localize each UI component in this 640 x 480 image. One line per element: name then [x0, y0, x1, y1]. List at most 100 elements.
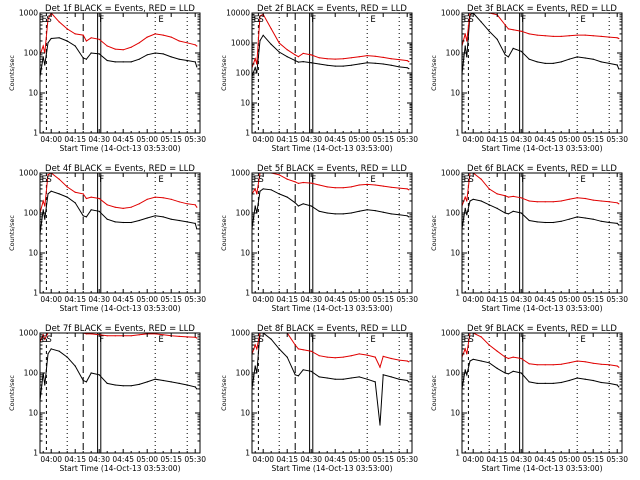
lld-point — [326, 58, 328, 60]
y-tick-label: 10 — [28, 249, 38, 258]
lld-point — [326, 356, 328, 358]
events-point — [334, 65, 336, 67]
lld-point — [520, 197, 522, 199]
x-tick-label: 05:00 — [136, 455, 158, 464]
events-point — [196, 66, 198, 68]
events-point — [106, 59, 108, 62]
lld-point — [568, 198, 570, 200]
events-point — [507, 213, 509, 215]
event-marker-f: F — [99, 175, 104, 185]
x-axis-label: Start Time (14-Oct-13 03:53:00) — [59, 144, 180, 153]
lld-point — [90, 37, 92, 39]
events-point — [318, 376, 320, 378]
y-tick-label: 100 — [236, 369, 251, 378]
lld-point — [464, 348, 466, 350]
events-point — [186, 221, 188, 223]
events-point — [50, 348, 52, 350]
x-tick-label: 04:00 — [40, 295, 62, 304]
lld-point — [398, 359, 400, 361]
event-marker-e: E — [42, 335, 47, 345]
x-tick-label: 05:30 — [396, 295, 418, 304]
events-point — [178, 382, 180, 384]
x-axis-label: Start Time (14-Oct-13 03:53:00) — [59, 304, 180, 313]
x-tick-label: 04:45 — [324, 295, 346, 304]
lld-point — [512, 356, 514, 358]
y-tick-label: 1 — [33, 289, 38, 298]
events-point — [50, 190, 52, 192]
lld-point — [379, 366, 381, 368]
events-point — [350, 377, 352, 379]
events-point — [154, 52, 156, 54]
y-tick-label: 1 — [455, 129, 460, 138]
y-tick-label: 10 — [28, 89, 38, 98]
events-point — [82, 57, 84, 59]
x-tick-label: 04:15 — [276, 455, 298, 464]
lld-point — [560, 363, 562, 365]
event-marker-f: F — [311, 335, 316, 345]
lld-point — [310, 182, 312, 184]
x-tick-label: 04:45 — [324, 455, 346, 464]
lld-point — [528, 33, 530, 35]
events-point — [618, 68, 620, 70]
lld-point — [350, 57, 352, 59]
events-series-line — [40, 37, 198, 78]
events-point — [528, 381, 530, 383]
event-marker-e: E — [370, 175, 375, 185]
events-point — [358, 210, 360, 212]
plot-frame — [461, 332, 623, 454]
x-tick-label: 05:30 — [184, 135, 206, 144]
x-tick-label: 04:30 — [300, 295, 322, 304]
lld-point — [366, 183, 368, 185]
lld-point — [504, 195, 506, 197]
y-tick-label: 1 — [245, 129, 250, 138]
event-marker-e: E — [158, 15, 163, 25]
x-tick-label: 04:45 — [534, 455, 556, 464]
events-point — [146, 217, 148, 219]
lld-point — [592, 35, 594, 37]
lld-point — [520, 30, 522, 32]
lld-point — [270, 28, 272, 30]
events-point — [310, 370, 312, 372]
events-series-line — [40, 348, 198, 402]
y-tick-label: 1 — [245, 289, 250, 298]
y-axis-label: Counts/sec — [8, 215, 16, 251]
lld-point — [114, 206, 116, 208]
events-point — [98, 374, 100, 376]
x-tick-label: 04:30 — [300, 135, 322, 144]
events-point — [496, 207, 498, 209]
lld-point — [496, 350, 498, 352]
y-tick-label: 1000 — [19, 9, 38, 18]
event-marker-e: E — [158, 335, 163, 345]
events-point — [584, 378, 586, 380]
lld-point — [154, 196, 156, 198]
lld-point — [496, 193, 498, 195]
events-point — [480, 200, 482, 202]
lld-point — [480, 178, 482, 180]
lld-point — [58, 178, 60, 180]
lld-point — [310, 54, 312, 56]
x-tick-label: 05:00 — [348, 455, 370, 464]
lld-point — [334, 58, 336, 60]
events-point — [194, 386, 196, 388]
events-point — [374, 210, 376, 212]
x-tick-label: 05:30 — [184, 455, 206, 464]
y-tick-label: 100 — [446, 369, 461, 378]
lld-point — [342, 58, 344, 60]
lld-series-line — [40, 13, 198, 55]
plot-area — [252, 333, 410, 453]
event-marker-s: S — [46, 175, 51, 185]
events-point — [262, 34, 264, 36]
events-point — [350, 212, 352, 214]
events-point — [297, 205, 299, 207]
event-marker-f: F — [311, 175, 316, 185]
lld-point — [358, 184, 360, 186]
lld-point — [507, 196, 509, 198]
x-tick-label: 05:15 — [582, 455, 604, 464]
events-point — [178, 219, 180, 222]
events-point — [616, 222, 618, 224]
x-tick-label: 05:15 — [372, 135, 394, 144]
lld-point — [466, 353, 468, 355]
events-point — [318, 210, 320, 212]
events-point — [568, 379, 570, 382]
events-point — [44, 64, 46, 66]
